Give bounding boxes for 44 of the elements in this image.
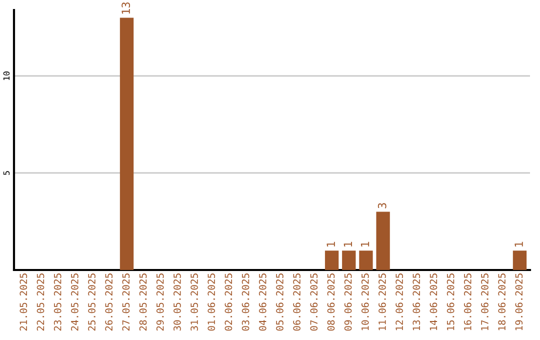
x-tick-label: 02.06.2025 bbox=[224, 274, 232, 331]
data-label: 1 bbox=[344, 242, 352, 246]
x-tick-label: 19.06.2025 bbox=[515, 274, 523, 330]
bar bbox=[324, 250, 339, 270]
x-tick-label: 09.06.2025 bbox=[344, 274, 352, 331]
x-tick-label: 16.06.2025 bbox=[464, 274, 472, 330]
data-label: 1 bbox=[326, 242, 335, 246]
x-tick-label: 17.06.2025 bbox=[481, 274, 488, 330]
x-tick-label: 14.06.2025 bbox=[430, 274, 438, 330]
bar bbox=[512, 250, 527, 270]
x-tick-label: 21.05.2025 bbox=[20, 274, 28, 331]
x-tick-label: 04.06.2025 bbox=[258, 274, 266, 331]
x-tick-label: 22.05.2025 bbox=[36, 274, 44, 331]
x-tick-label: 10.06.2025 bbox=[361, 274, 369, 330]
y-tick-label: 5 bbox=[3, 171, 10, 175]
x-tick-label: 12.06.2025 bbox=[396, 274, 403, 330]
x-tick-label: 07.06.2025 bbox=[310, 274, 318, 331]
x-tick-label: 03.06.2025 bbox=[242, 274, 250, 331]
x-tick-label: 06.06.2025 bbox=[293, 274, 300, 331]
data-label: 1 bbox=[514, 242, 523, 246]
x-tick-label: 31.05.2025 bbox=[190, 274, 198, 331]
x-tick-label: 30.05.2025 bbox=[174, 274, 181, 331]
data-label: 13 bbox=[122, 2, 130, 14]
x-tick-label: 26.05.2025 bbox=[105, 274, 113, 331]
x-tick-label: 08.06.2025 bbox=[327, 274, 335, 331]
x-tick-label: 24.05.2025 bbox=[71, 274, 78, 331]
bar bbox=[342, 250, 356, 270]
x-tick-label: 25.05.2025 bbox=[88, 274, 96, 331]
bar bbox=[376, 212, 390, 270]
x-tick-label: 29.05.2025 bbox=[156, 274, 164, 331]
data-label: 3 bbox=[378, 203, 386, 208]
data-label: 1 bbox=[360, 242, 370, 246]
bar bbox=[120, 18, 134, 270]
bar bbox=[359, 250, 373, 270]
x-tick-label: 05.06.2025 bbox=[276, 274, 284, 331]
x-tick-label: 18.06.2025 bbox=[498, 274, 506, 330]
x-tick-label: 13.06.2025 bbox=[412, 274, 420, 330]
x-tick-label: 28.05.2025 bbox=[139, 274, 147, 331]
x-tick-label: 23.05.2025 bbox=[54, 274, 62, 331]
y-tick-label: 10 bbox=[3, 71, 10, 80]
x-tick-label: 15.06.2025 bbox=[446, 274, 454, 330]
x-tick-label: 11.06.2025 bbox=[378, 274, 386, 330]
x-tick-label: 27.05.2025 bbox=[122, 274, 130, 331]
x-tick-label: 01.06.2025 bbox=[208, 274, 216, 331]
